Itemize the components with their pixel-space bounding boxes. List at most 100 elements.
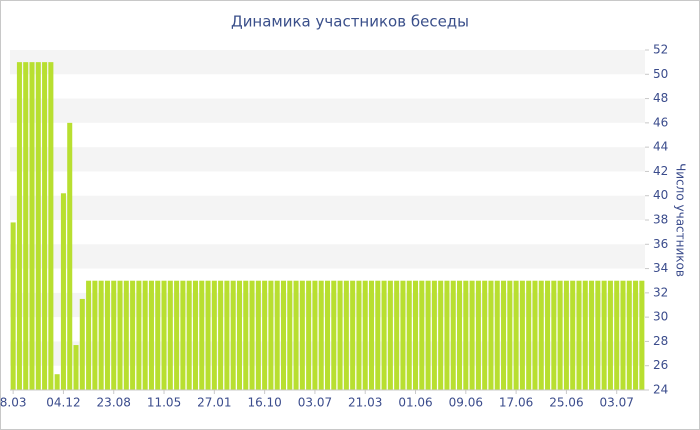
grid-band [10, 244, 645, 269]
bar [186, 280, 192, 390]
bar [117, 280, 123, 390]
bar [482, 280, 488, 390]
y-tick-label: 26 [653, 358, 668, 372]
y-tick-label: 28 [653, 334, 668, 348]
bar [607, 280, 613, 390]
bar [331, 280, 337, 390]
bar [54, 374, 60, 390]
bar [626, 280, 632, 390]
bar [601, 280, 607, 390]
bar [362, 280, 368, 390]
bar [620, 280, 626, 390]
bar [123, 280, 129, 390]
bar [438, 280, 444, 390]
y-tick-label: 24 [653, 383, 668, 397]
y-tick-label: 36 [653, 237, 668, 251]
bar [413, 280, 419, 390]
bar [463, 280, 469, 390]
bar [457, 280, 463, 390]
y-tick-label: 40 [653, 188, 668, 202]
y-tick-label: 42 [653, 164, 668, 178]
bar [450, 280, 456, 390]
y-tick-label: 52 [653, 43, 668, 57]
bar [92, 280, 98, 390]
x-tick-label: 11.05 [147, 396, 181, 410]
bar [394, 280, 400, 390]
y-tick-label: 48 [653, 91, 668, 105]
bar [545, 280, 551, 390]
bar [161, 280, 167, 390]
bar [29, 62, 35, 391]
bar [582, 280, 588, 390]
bar [551, 280, 557, 390]
bar [42, 62, 48, 391]
bar [136, 280, 142, 390]
bar [86, 280, 92, 390]
bar [224, 280, 230, 390]
bar [526, 280, 532, 390]
bar [469, 280, 475, 390]
bar [10, 222, 16, 390]
chart-title: Динамика участников беседы [231, 13, 469, 31]
bar [280, 280, 287, 390]
bar [538, 280, 544, 390]
bar [16, 62, 22, 391]
bar [576, 280, 582, 390]
x-tick-label: 01.06 [398, 396, 432, 410]
bar [507, 280, 513, 390]
bar [174, 280, 180, 390]
grid-band [10, 195, 645, 220]
bar [73, 345, 79, 390]
y-axis-label: Число участников [674, 163, 688, 277]
y-tick-label: 32 [653, 285, 668, 299]
x-tick-label: 17.06 [499, 396, 533, 410]
y-tick-label: 46 [653, 115, 668, 129]
bar [312, 280, 318, 390]
bar [23, 62, 29, 391]
bar [104, 280, 110, 390]
bar [205, 280, 211, 390]
x-tick-label: 8.03 [0, 396, 27, 410]
y-tick-label: 44 [653, 140, 668, 154]
bar [563, 280, 569, 390]
bar [337, 280, 343, 390]
bar [218, 280, 224, 390]
bar [444, 280, 450, 390]
bar [306, 280, 312, 390]
x-tick-label: 25.06 [549, 396, 583, 410]
bar [400, 280, 406, 390]
bar [142, 280, 148, 390]
bar [180, 280, 186, 390]
bar [167, 280, 173, 390]
bar [155, 280, 161, 390]
bar [639, 280, 645, 390]
y-tick-label: 38 [653, 213, 668, 227]
bar [67, 122, 73, 390]
bar [419, 280, 425, 390]
bar [111, 280, 117, 390]
bar [60, 193, 66, 390]
bar [268, 280, 274, 390]
bar [199, 280, 205, 390]
bar [387, 280, 393, 390]
bar [595, 280, 601, 390]
x-tick-label: 03.07 [298, 396, 332, 410]
bar [148, 280, 154, 390]
x-tick-label: 16.10 [247, 396, 281, 410]
bar [501, 280, 507, 390]
bar [243, 280, 249, 390]
y-tick-label: 34 [653, 261, 668, 275]
bar [318, 280, 324, 390]
bar [236, 280, 242, 390]
bar [249, 280, 255, 390]
x-tick-label: 23.08 [97, 396, 131, 410]
bar [293, 280, 299, 390]
x-tick-label: 04.12 [46, 396, 80, 410]
grid-band [10, 98, 645, 123]
bar [368, 280, 375, 390]
bar [343, 280, 349, 390]
bar [324, 280, 331, 390]
bar [287, 280, 293, 390]
